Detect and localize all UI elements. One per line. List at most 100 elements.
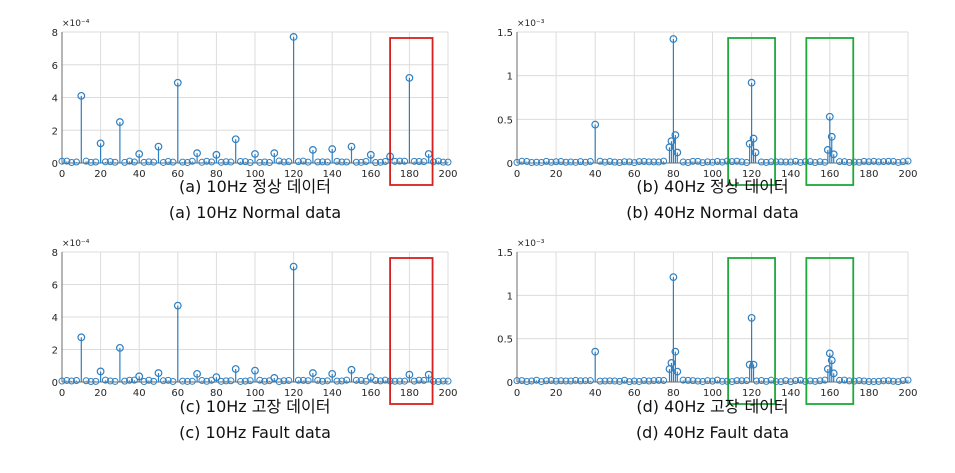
noise-marker <box>542 157 550 165</box>
stem-marker <box>270 374 279 382</box>
highlight-box-red <box>389 37 434 186</box>
noise-marker <box>884 377 892 385</box>
stem-marker <box>823 365 832 373</box>
noise-marker <box>777 158 785 166</box>
stem-marker <box>289 262 298 271</box>
caption-english: (d) 40Hz Fault data <box>636 423 789 442</box>
noise-marker <box>855 377 863 385</box>
noise-marker <box>434 378 442 386</box>
subplot-d: 0 20 40 60 80 100 120 140 160 180 200 0 0.5 1 1.5 ×10⁻³… <box>497 239 917 442</box>
x-tick-label: 200 <box>438 388 457 399</box>
y-tick-label: 2 <box>52 126 58 137</box>
noise-marker <box>319 377 327 385</box>
highlight-box-green <box>727 257 776 405</box>
x-tick-label: 180 <box>400 388 419 399</box>
noise-marker <box>660 377 668 385</box>
noise-marker <box>733 157 741 165</box>
noise-marker <box>782 377 790 385</box>
stem-marker <box>251 366 259 375</box>
noise-marker <box>836 376 844 384</box>
stem-marker <box>405 73 414 82</box>
stem-marker <box>405 370 414 379</box>
noise-marker <box>709 377 716 385</box>
noise-marker <box>217 158 225 166</box>
noise-marker <box>256 376 264 384</box>
noise-marker <box>699 159 707 167</box>
noise-marker <box>150 377 158 385</box>
noise-marker <box>130 376 138 384</box>
stem-marker <box>115 343 124 352</box>
noise-marker <box>655 376 663 384</box>
noise-marker <box>596 157 604 165</box>
y-tick-label: 1 <box>507 72 513 83</box>
noise-marker <box>567 158 575 166</box>
stem-marker <box>328 369 337 378</box>
stem-marker <box>669 273 678 282</box>
stem-marker <box>825 349 834 358</box>
y-tick-label: 6 <box>52 281 58 292</box>
noise-marker <box>679 376 687 384</box>
stem-marker <box>671 131 680 139</box>
noise-marker <box>767 376 775 384</box>
stem-marker <box>115 118 124 126</box>
x-tick-label: 40 <box>133 169 146 180</box>
x-tick-label: 80 <box>667 169 680 180</box>
x-tick-label: 60 <box>628 169 641 180</box>
noise-marker <box>621 158 629 166</box>
noise-marker <box>518 377 526 385</box>
noise-marker <box>557 158 565 166</box>
noise-marker <box>203 377 211 385</box>
noise-marker <box>183 377 191 385</box>
stem-marker <box>347 365 356 374</box>
noise-marker <box>333 157 341 165</box>
x-tick-label: 140 <box>323 169 342 180</box>
x-tick-label: 120 <box>284 169 303 180</box>
noise-marker <box>285 158 293 166</box>
highlight-box-green <box>805 37 855 186</box>
noise-marker <box>884 157 892 165</box>
stem-marker <box>749 134 758 143</box>
noise-marker <box>217 377 225 385</box>
stem-marker <box>823 145 832 154</box>
noise-marker <box>222 158 230 166</box>
noise-marker <box>792 377 800 385</box>
y-tick-label: 0 <box>507 159 513 170</box>
noise-marker <box>203 157 211 165</box>
noise-marker <box>314 158 322 166</box>
noise-marker <box>801 158 809 166</box>
noise-marker <box>227 377 235 385</box>
noise-marker <box>275 378 283 386</box>
stem-marker <box>366 150 375 159</box>
stem-marker <box>745 139 754 148</box>
y-tick-label: 0 <box>507 378 513 389</box>
noise-marker <box>782 158 790 166</box>
subplot-a: 0 20 40 60 80 100 120 140 160 180 200 0 2 4 6 8 ×10⁻⁴ (a)… <box>52 19 458 222</box>
highlight-box-green <box>805 257 855 405</box>
noise-marker <box>704 377 712 385</box>
x-tick-label: 40 <box>589 388 602 399</box>
noise-marker <box>261 377 269 385</box>
noise-marker <box>87 158 95 166</box>
noise-marker <box>241 377 249 385</box>
noise-marker <box>333 377 341 385</box>
caption-korean: (a) 10Hz 정상 데이터 <box>179 177 331 196</box>
noise-marker <box>640 158 648 166</box>
noise-marker <box>811 377 819 385</box>
noise-marker <box>630 377 638 385</box>
noise-marker <box>145 158 153 166</box>
noise-marker <box>159 158 167 166</box>
noise-marker <box>787 378 795 386</box>
noise-marker <box>126 376 134 384</box>
noise-marker <box>577 158 585 166</box>
stem-marker <box>829 150 838 159</box>
x-tick-label: 120 <box>742 169 761 180</box>
x-tick-label: 100 <box>703 169 722 180</box>
noise-marker <box>357 158 365 166</box>
noise-marker <box>899 377 907 385</box>
noise-marker <box>68 158 76 166</box>
stem-marker <box>669 35 678 43</box>
noise-marker <box>733 377 741 385</box>
noise-marker <box>875 158 883 166</box>
noise-marker <box>265 159 273 167</box>
y-tick-label: 1.5 <box>497 248 513 259</box>
